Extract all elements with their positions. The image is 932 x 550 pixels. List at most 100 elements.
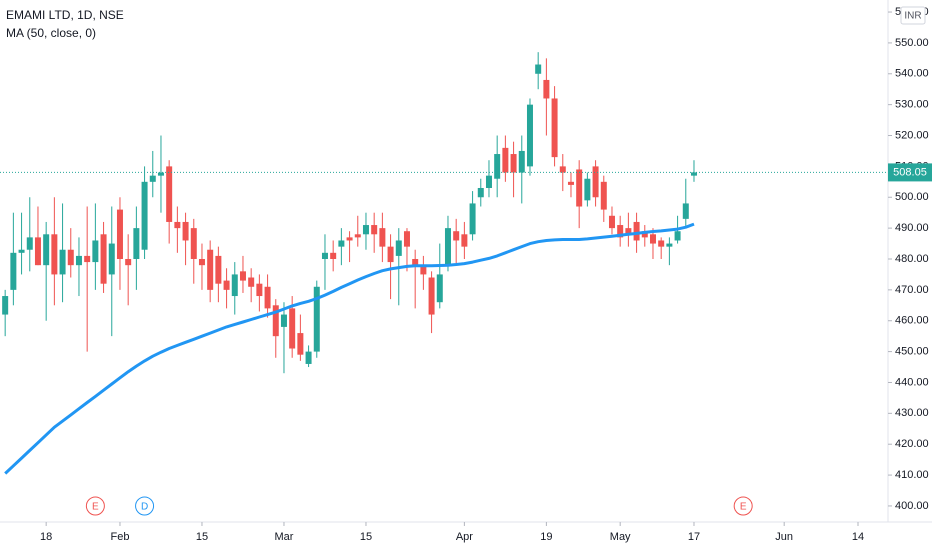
candle-body — [108, 243, 115, 275]
candle-body — [485, 175, 492, 188]
candle-body — [313, 286, 320, 352]
candle-body — [666, 243, 673, 247]
candle-body — [617, 225, 624, 238]
candle-body — [494, 154, 501, 179]
x-tick-label: 18 — [40, 531, 52, 543]
candle-body — [354, 234, 361, 238]
x-tick-label: 15 — [360, 531, 372, 543]
candle-body — [510, 154, 517, 173]
candle-body — [190, 228, 197, 259]
event-marker — [135, 496, 155, 516]
candle-body — [518, 150, 525, 173]
candle-body — [305, 351, 312, 364]
x-tick-label: Apr — [456, 531, 473, 543]
candle-body — [379, 228, 386, 247]
candle-body — [420, 265, 427, 275]
candle-body — [297, 333, 304, 355]
candle-body — [157, 172, 164, 176]
candle-body — [346, 237, 353, 241]
candle-body — [182, 221, 189, 241]
candle-body — [256, 283, 263, 297]
ma-legend: MA (50, close, 0) — [6, 26, 96, 40]
candle-body — [412, 258, 419, 266]
candle-body — [289, 308, 296, 349]
candle-body — [280, 314, 287, 327]
candle-body — [387, 246, 394, 263]
y-tick-label: 550.00 — [895, 37, 929, 49]
candle-body — [502, 147, 509, 173]
candle-body — [330, 252, 337, 259]
x-tick-label: Mar — [274, 531, 293, 543]
candle-body — [682, 203, 689, 219]
candle-body — [321, 252, 328, 259]
candle-body — [559, 166, 566, 173]
candle-body — [641, 231, 648, 238]
x-tick-label: 19 — [540, 531, 552, 543]
event-marker — [85, 496, 105, 516]
candle-body — [215, 255, 222, 284]
candle-body — [2, 296, 9, 315]
x-tick-label: May — [610, 531, 631, 543]
x-tick-label: 15 — [196, 531, 208, 543]
candle-body — [223, 280, 230, 290]
candle-body — [231, 274, 238, 297]
event-label: D — [141, 502, 148, 513]
y-tick-label: 420.00 — [895, 438, 929, 450]
candle-body — [436, 274, 443, 303]
y-tick-label: 480.00 — [895, 253, 929, 265]
y-tick-label: 500.00 — [895, 191, 929, 203]
event-label: E — [92, 502, 99, 513]
candle-body — [584, 178, 591, 201]
candle-body — [174, 221, 181, 229]
y-tick-label: 400.00 — [895, 500, 929, 512]
candle-body — [75, 255, 82, 266]
candle-body — [461, 234, 468, 247]
y-tick-label: 440.00 — [895, 376, 929, 388]
ma-line — [4, 222, 695, 475]
last-price-label: 508.05 — [893, 166, 927, 178]
symbol-label: EMAMI LTD, 1D, NSE — [6, 8, 124, 22]
y-tick-label: 450.00 — [895, 346, 929, 358]
candle-body — [10, 252, 17, 290]
candle-body — [133, 228, 140, 259]
candle-body — [658, 240, 665, 247]
candle-body — [18, 249, 25, 253]
candle-body — [149, 175, 156, 182]
candle-body — [125, 258, 132, 266]
candle-body — [592, 166, 599, 198]
candle-body — [395, 240, 402, 256]
candle-body — [67, 249, 74, 266]
y-tick-label: 520.00 — [895, 129, 929, 141]
candle-body — [690, 172, 697, 176]
candle-body — [272, 305, 279, 337]
candle-body — [543, 79, 550, 99]
y-tick-label: 460.00 — [895, 315, 929, 327]
candle-body — [608, 215, 615, 229]
overlay: EMAMI LTD, 1D, NSE MA (50, close, 0) — [6, 8, 124, 40]
candle-body — [207, 249, 214, 290]
y-tick-label: 490.00 — [895, 222, 929, 234]
candle-body — [26, 237, 33, 250]
candle-body — [477, 187, 484, 198]
event-label: E — [740, 502, 747, 513]
candle-body — [526, 104, 533, 167]
candle-body — [625, 228, 632, 235]
x-tick-label: Jun — [775, 531, 793, 543]
candle-body — [633, 221, 640, 241]
candle-body — [444, 228, 451, 266]
candle-body — [198, 258, 205, 266]
currency-label: INR — [904, 11, 921, 22]
candle-body — [362, 225, 369, 235]
candle-body — [551, 98, 558, 158]
candle-body — [248, 277, 255, 287]
candle-body — [428, 277, 435, 315]
candle-body — [600, 181, 607, 210]
last-price-tag — [888, 163, 932, 182]
y-tick-label: 530.00 — [895, 99, 929, 111]
candle-body — [166, 166, 173, 222]
candle-body — [84, 255, 91, 263]
y-tick-label: 410.00 — [895, 469, 929, 481]
candle-body — [100, 234, 107, 284]
